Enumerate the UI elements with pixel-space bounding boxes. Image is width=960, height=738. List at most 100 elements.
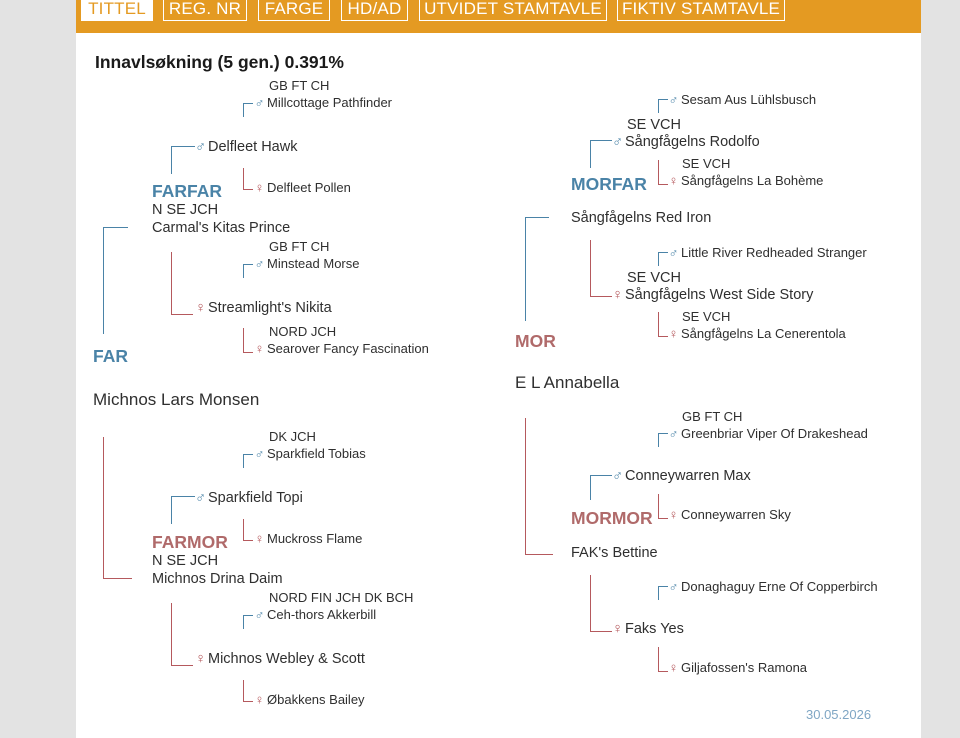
- dog-name: Sångfågelns La Cenerentola: [681, 326, 846, 341]
- farfar-name[interactable]: Carmal's Kitas Prince: [152, 220, 291, 236]
- line-g3-5: [243, 454, 253, 468]
- inbreeding-coefficient: Innavlsøkning (5 gen.) 0.391%: [95, 52, 344, 72]
- dog-name: Delfleet Pollen: [267, 180, 351, 195]
- farfar-sire-sire[interactable]: ♂ Millcottage Pathfinder: [253, 95, 392, 111]
- line-g3-4: [243, 328, 253, 353]
- farfar-sire[interactable]: ♂ Delfleet Hawk: [194, 139, 297, 156]
- female-icon: ♀: [195, 651, 206, 667]
- line-g3-1: [243, 103, 253, 117]
- morfar-name[interactable]: Sångfågelns Red Iron: [571, 210, 712, 226]
- farfar-dam-sire[interactable]: ♂ Minstead Morse: [253, 256, 360, 272]
- dog-name: Minstead Morse: [267, 256, 360, 271]
- female-icon: ♀: [668, 326, 679, 341]
- female-icon: ♀: [254, 531, 265, 546]
- mormor-to-dam-line: [590, 575, 612, 632]
- line-g3-r2: [658, 160, 668, 185]
- tab-fiktiv-stamtavle[interactable]: FIKTIV STAMTAVLE: [617, 0, 785, 21]
- morfar-to-dam-line: [590, 240, 612, 297]
- mor-to-morfar-line: [525, 217, 549, 321]
- line-g3-6: [243, 519, 253, 541]
- line-g3-r1: [658, 99, 668, 113]
- mormor-to-sire-line: [590, 475, 612, 500]
- far-label: FAR: [93, 346, 128, 366]
- line-g3-r6: [658, 494, 668, 519]
- mor-name[interactable]: E L Annabella: [515, 373, 620, 392]
- male-icon: ♂: [195, 139, 206, 155]
- line-g3-3: [243, 264, 253, 278]
- morfar-dam-dam[interactable]: ♀ Sångfågelns La Cenerentola: [667, 326, 846, 342]
- farmor-dam-dam[interactable]: ♀ Øbakkens Bailey: [253, 692, 365, 708]
- dog-name: Conneywarren Max: [625, 468, 751, 484]
- dog-name: Sparkfield Topi: [208, 490, 303, 506]
- farfar-sire-dam[interactable]: ♀ Delfleet Pollen: [253, 180, 351, 196]
- farfar-dam-dam[interactable]: ♀ Searover Fancy Fascination: [253, 341, 429, 357]
- tab-farge[interactable]: FARGE: [258, 0, 330, 21]
- mormor-dam-dam[interactable]: ♀ Giljafossen's Ramona: [667, 660, 808, 676]
- farmor-name[interactable]: Michnos Drina Daim: [152, 571, 283, 587]
- farmor-to-dam-line: [171, 603, 193, 666]
- morfar-sire[interactable]: ♂ Sångfågelns Rodolfo: [611, 134, 760, 151]
- morfar-dam-sire[interactable]: ♂ Little River Redheaded Stranger: [667, 245, 867, 261]
- farmor-dam-sire-title: NORD FIN JCH DK BCH: [269, 590, 414, 605]
- mormor-sire-sire[interactable]: ♂ Greenbriar Viper Of Drakeshead: [667, 426, 868, 442]
- morfar-sire-dam[interactable]: ♀ Sångfågelns La Bohème: [667, 173, 824, 189]
- male-icon: ♂: [612, 134, 623, 150]
- morfar-dam-title: SE VCH: [627, 270, 681, 286]
- farfar-dam-sire-title: GB FT CH: [269, 239, 330, 254]
- farfar-label: FARFAR: [152, 181, 222, 201]
- farfar-sire-sire-title: GB FT CH: [269, 78, 330, 93]
- line-g3-7: [243, 615, 253, 629]
- tab-hd-ad[interactable]: HD/AD: [341, 0, 408, 21]
- female-icon: ♀: [195, 300, 206, 316]
- farmor-dam[interactable]: ♀ Michnos Webley & Scott: [194, 651, 365, 668]
- dog-name: Donaghaguy Erne Of Copperbirch: [681, 579, 878, 594]
- far-name[interactable]: Michnos Lars Monsen: [93, 390, 260, 409]
- male-icon: ♂: [195, 490, 206, 506]
- farfar-dam[interactable]: ♀ Streamlight's Nikita: [194, 300, 332, 317]
- female-icon: ♀: [254, 692, 265, 707]
- farmor-title: N SE JCH: [152, 553, 219, 569]
- line-g3-r3: [658, 252, 668, 266]
- dog-name: Michnos Webley & Scott: [208, 651, 365, 667]
- farmor-to-sire-line: [171, 496, 195, 524]
- dog-name: Ceh-thors Akkerbill: [267, 607, 377, 622]
- morfar-sire-sire[interactable]: ♂ Sesam Aus Lühlsbusch: [667, 92, 817, 108]
- pedigree-sheet: [76, 33, 921, 738]
- male-icon: ♂: [254, 607, 265, 622]
- dog-name: Sångfågelns West Side Story: [625, 287, 814, 303]
- tab-utvidet-stamtavle[interactable]: UTVIDET STAMTAVLE: [419, 0, 607, 21]
- dog-name: Giljafossen's Ramona: [681, 660, 808, 675]
- mor-label: MOR: [515, 331, 556, 351]
- dog-name: Streamlight's Nikita: [208, 300, 332, 316]
- mormor-label: MORMOR: [571, 508, 653, 528]
- female-icon: ♀: [254, 341, 265, 356]
- date-stamp: 30.05.2026: [806, 707, 872, 722]
- dog-name: Sparkfield Tobias: [267, 446, 366, 461]
- farmor-sire-dam[interactable]: ♀ Muckross Flame: [253, 531, 363, 547]
- dog-name: Øbakkens Bailey: [267, 692, 365, 707]
- mormor-name[interactable]: FAK's Bettine: [571, 545, 658, 561]
- mormor-sire-dam[interactable]: ♀ Conneywarren Sky: [667, 507, 791, 523]
- tab-reg-nr[interactable]: REG. NR: [163, 0, 247, 21]
- farmor-dam-sire[interactable]: ♂ Ceh-thors Akkerbill: [253, 607, 377, 623]
- dog-name: Sesam Aus Lühlsbusch: [681, 92, 817, 107]
- male-icon: ♂: [254, 95, 265, 110]
- morfar-dam-dam-title: SE VCH: [682, 309, 731, 324]
- mormor-dam[interactable]: ♀ Faks Yes: [611, 621, 684, 638]
- header-bar: [76, 0, 921, 33]
- mor-to-mormor-line: [525, 418, 553, 555]
- morfar-dam[interactable]: ♀ Sångfågelns West Side Story: [611, 287, 813, 304]
- mormor-dam-sire[interactable]: ♂ Donaghaguy Erne Of Copperbirch: [667, 579, 878, 595]
- line-g3-r8: [658, 647, 668, 672]
- farmor-sire-sire[interactable]: ♂ Sparkfield Tobias: [253, 446, 366, 462]
- morfar-sire-title: SE VCH: [627, 117, 681, 133]
- line-g3-r7: [658, 586, 668, 600]
- farfar-to-dam-line: [171, 252, 193, 315]
- mormor-sire[interactable]: ♂ Conneywarren Max: [611, 468, 751, 485]
- tab-tittel[interactable]: TITTEL: [81, 0, 153, 21]
- farmor-sire-sire-title: DK JCH: [269, 429, 316, 444]
- dog-name: Delfleet Hawk: [208, 139, 298, 155]
- dog-name: Greenbriar Viper Of Drakeshead: [681, 426, 868, 441]
- farmor-sire[interactable]: ♂ Sparkfield Topi: [194, 490, 303, 507]
- farfar-dam-dam-title: NORD JCH: [269, 324, 337, 339]
